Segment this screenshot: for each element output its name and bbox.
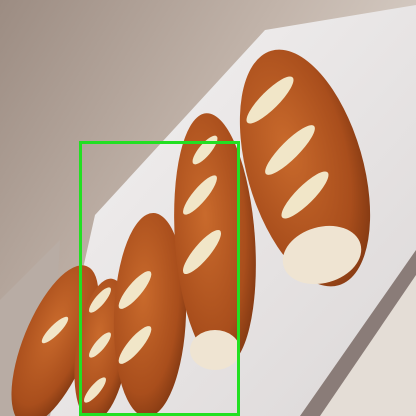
loaf-end	[190, 330, 240, 370]
score	[84, 377, 106, 403]
score	[281, 171, 329, 219]
score	[89, 287, 111, 313]
tray-edge	[300, 250, 416, 416]
score	[265, 125, 315, 175]
score	[89, 332, 111, 358]
loaf	[113, 213, 187, 416]
bounding-box	[79, 141, 240, 416]
loaf	[11, 265, 99, 416]
score	[41, 316, 69, 344]
bread-scores	[41, 76, 329, 403]
score	[246, 76, 294, 124]
score	[182, 229, 222, 275]
loaf-end	[282, 225, 362, 285]
score	[118, 326, 152, 364]
score	[118, 271, 152, 309]
score	[183, 175, 217, 215]
